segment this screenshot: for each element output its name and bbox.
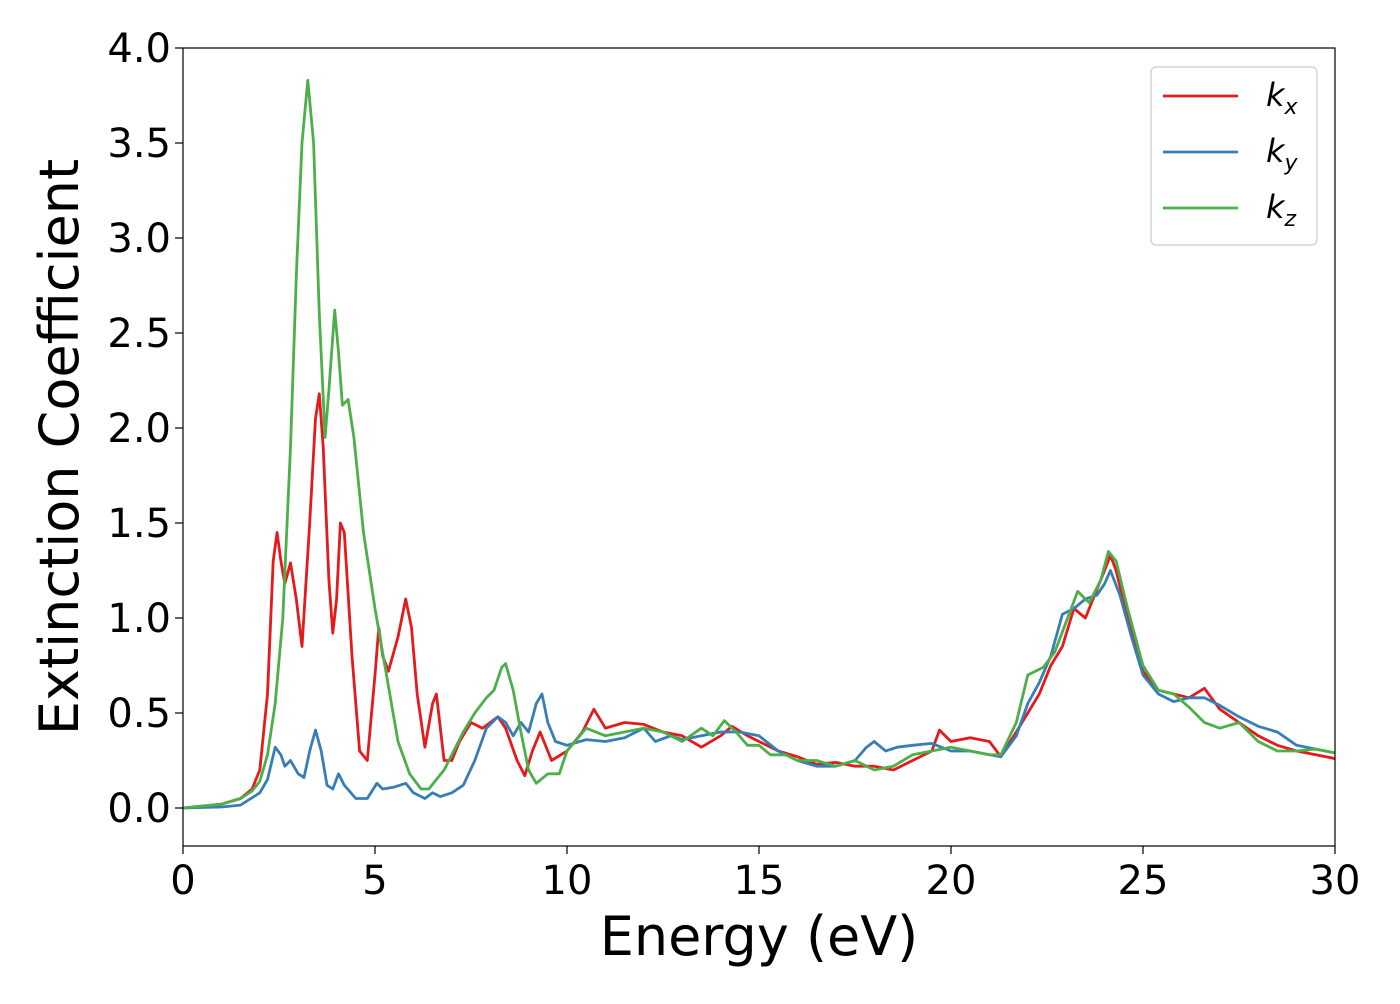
legend-label-ky: ky [1266,132,1299,176]
legend-label-kx: kx [1266,76,1299,120]
x-tick-label: 0 [170,858,195,904]
y-axis: 0.0 0.5 1.0 1.5 2.0 2.5 3.0 3.5 4.0 [107,26,183,832]
legend: kx ky kz [1150,66,1318,246]
y-tick-label: 0.5 [107,691,171,737]
y-tick-label: 4.0 [107,26,171,72]
series-layer [183,78,1335,810]
x-axis-label: Energy (eV) [600,905,919,968]
legend-label-kz: kz [1266,188,1297,232]
x-tick-label: 30 [1310,858,1361,904]
series-line-ky [183,569,1335,810]
y-tick-label: 2.5 [107,311,171,357]
y-tick-label: 0.0 [107,786,171,832]
y-tick-label: 2.0 [107,406,171,452]
x-tick-label: 5 [362,858,387,904]
legend-box [1150,66,1318,246]
y-tick-label: 3.5 [107,121,171,167]
x-axis: 0 5 10 15 20 25 30 [170,846,1360,904]
y-tick-label: 1.5 [107,501,171,547]
y-tick-label: 1.0 [107,596,171,642]
x-tick-label: 25 [1118,858,1169,904]
y-axis-label: Extinction Coefficient [28,159,91,735]
x-tick-label: 10 [542,858,593,904]
series-line-kz [183,78,1335,810]
x-tick-label: 15 [734,858,785,904]
x-tick-label: 20 [926,858,977,904]
y-tick-label: 3.0 [107,216,171,262]
